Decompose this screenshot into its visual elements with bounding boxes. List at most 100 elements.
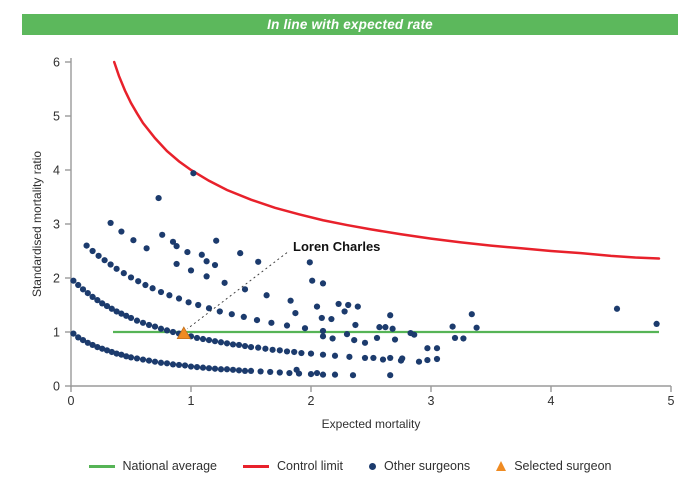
other-surgeon-point[interactable] (301, 325, 309, 332)
other-surgeon-point[interactable] (211, 365, 219, 372)
other-surgeon-point[interactable] (319, 333, 327, 340)
other-surgeon-point[interactable] (216, 308, 223, 315)
other-surgeon-point[interactable] (424, 356, 431, 364)
other-surgeon-point[interactable] (335, 300, 342, 308)
other-surgeon-point[interactable] (118, 351, 125, 358)
other-surgeon-point[interactable] (217, 339, 225, 346)
other-surgeon-point[interactable] (373, 334, 381, 342)
other-surgeon-point[interactable] (293, 366, 300, 373)
other-surgeon-point[interactable] (389, 325, 396, 332)
other-surgeon-point[interactable] (127, 274, 135, 281)
other-surgeon-point[interactable] (205, 365, 213, 372)
other-surgeon-point[interactable] (268, 319, 275, 326)
other-surgeon-point[interactable] (205, 305, 213, 312)
other-surgeon-point[interactable] (387, 372, 394, 379)
other-surgeon-point[interactable] (240, 313, 247, 320)
other-surgeon-point[interactable] (307, 371, 315, 378)
other-surgeon-point[interactable] (123, 353, 130, 360)
other-surgeon-point[interactable] (379, 356, 387, 363)
other-surgeon-point[interactable] (267, 368, 274, 376)
other-surgeon-point[interactable] (70, 277, 77, 284)
other-surgeon-point[interactable] (70, 330, 77, 337)
other-surgeon-point[interactable] (149, 285, 156, 292)
other-surgeon-point[interactable] (173, 243, 180, 250)
other-surgeon-point[interactable] (89, 341, 96, 349)
other-surgeon-point[interactable] (253, 317, 261, 324)
other-surgeon-point[interactable] (313, 369, 321, 377)
other-surgeon-point[interactable] (175, 295, 183, 302)
other-surgeon-point[interactable] (127, 314, 135, 322)
other-surgeon-point[interactable] (262, 345, 269, 352)
other-surgeon-point[interactable] (241, 342, 249, 350)
other-surgeon-point[interactable] (94, 297, 101, 304)
other-surgeon-point[interactable] (411, 331, 418, 338)
other-surgeon-point[interactable] (241, 367, 249, 374)
other-surgeon-point[interactable] (143, 245, 150, 252)
other-surgeon-point[interactable] (460, 335, 467, 342)
other-surgeon-point[interactable] (151, 323, 159, 330)
other-surgeon-point[interactable] (235, 367, 243, 374)
other-surgeon-point[interactable] (163, 360, 171, 367)
other-surgeon-point[interactable] (211, 338, 219, 345)
other-surgeon-point[interactable] (113, 308, 120, 315)
other-surgeon-point[interactable] (354, 303, 361, 310)
other-surgeon-point[interactable] (415, 358, 423, 365)
other-surgeon-point[interactable] (292, 310, 299, 317)
other-surgeon-point[interactable] (309, 277, 316, 284)
other-surgeon-point[interactable] (247, 344, 255, 351)
other-surgeon-point[interactable] (331, 371, 339, 378)
other-surgeon-point[interactable] (203, 258, 210, 265)
other-surgeon-point[interactable] (433, 355, 441, 363)
other-surgeon-point[interactable] (391, 336, 399, 343)
other-surgeon-point[interactable] (319, 280, 327, 287)
selected-surgeon-marker[interactable] (176, 326, 191, 340)
other-surgeon-point[interactable] (142, 281, 149, 289)
other-surgeon-point[interactable] (169, 361, 177, 368)
other-surgeon-point[interactable] (84, 290, 91, 297)
other-surgeon-point[interactable] (341, 308, 348, 315)
other-surgeon-point[interactable] (79, 337, 87, 344)
other-surgeon-point[interactable] (155, 194, 162, 202)
other-surgeon-point[interactable] (237, 250, 244, 257)
other-surgeon-point[interactable] (351, 337, 358, 344)
other-surgeon-point[interactable] (235, 341, 243, 349)
other-surgeon-point[interactable] (213, 237, 220, 244)
other-surgeon-point[interactable] (286, 369, 293, 377)
other-surgeon-point[interactable] (187, 267, 195, 274)
other-surgeon-point[interactable] (151, 358, 159, 365)
other-surgeon-point[interactable] (346, 353, 353, 360)
other-surgeon-point[interactable] (193, 364, 201, 371)
other-surgeon-point[interactable] (79, 286, 87, 293)
other-surgeon-point[interactable] (451, 334, 459, 342)
other-surgeon-point[interactable] (345, 301, 352, 309)
other-surgeon-point[interactable] (166, 292, 173, 299)
other-surgeon-point[interactable] (203, 273, 210, 280)
other-surgeon-point[interactable] (181, 362, 189, 369)
other-surgeon-point[interactable] (195, 301, 202, 309)
other-surgeon-point[interactable] (173, 260, 180, 268)
other-surgeon-point[interactable] (449, 323, 456, 330)
other-surgeon-point[interactable] (387, 354, 394, 362)
other-surgeon-point[interactable] (145, 357, 153, 364)
other-surgeon-point[interactable] (328, 315, 335, 323)
other-surgeon-point[interactable] (257, 368, 264, 375)
other-surgeon-point[interactable] (157, 359, 165, 366)
other-surgeon-point[interactable] (103, 302, 111, 310)
other-surgeon-point[interactable] (169, 328, 177, 336)
other-surgeon-point[interactable] (229, 366, 237, 373)
other-surgeon-point[interactable] (83, 242, 90, 249)
other-surgeon-point[interactable] (329, 335, 336, 342)
other-surgeon-point[interactable] (223, 366, 231, 373)
other-surgeon-point[interactable] (223, 340, 231, 347)
other-surgeon-point[interactable] (193, 334, 201, 342)
other-surgeon-point[interactable] (184, 248, 191, 256)
other-surgeon-point[interactable] (94, 344, 101, 351)
other-surgeon-point[interactable] (269, 346, 276, 353)
other-surgeon-point[interactable] (130, 237, 137, 244)
other-surgeon-point[interactable] (99, 300, 106, 307)
other-surgeon-point[interactable] (198, 251, 205, 258)
other-surgeon-point[interactable] (211, 261, 219, 269)
other-surgeon-point[interactable] (276, 347, 283, 354)
other-surgeon-point[interactable] (113, 265, 120, 272)
other-surgeon-point[interactable] (255, 258, 262, 265)
